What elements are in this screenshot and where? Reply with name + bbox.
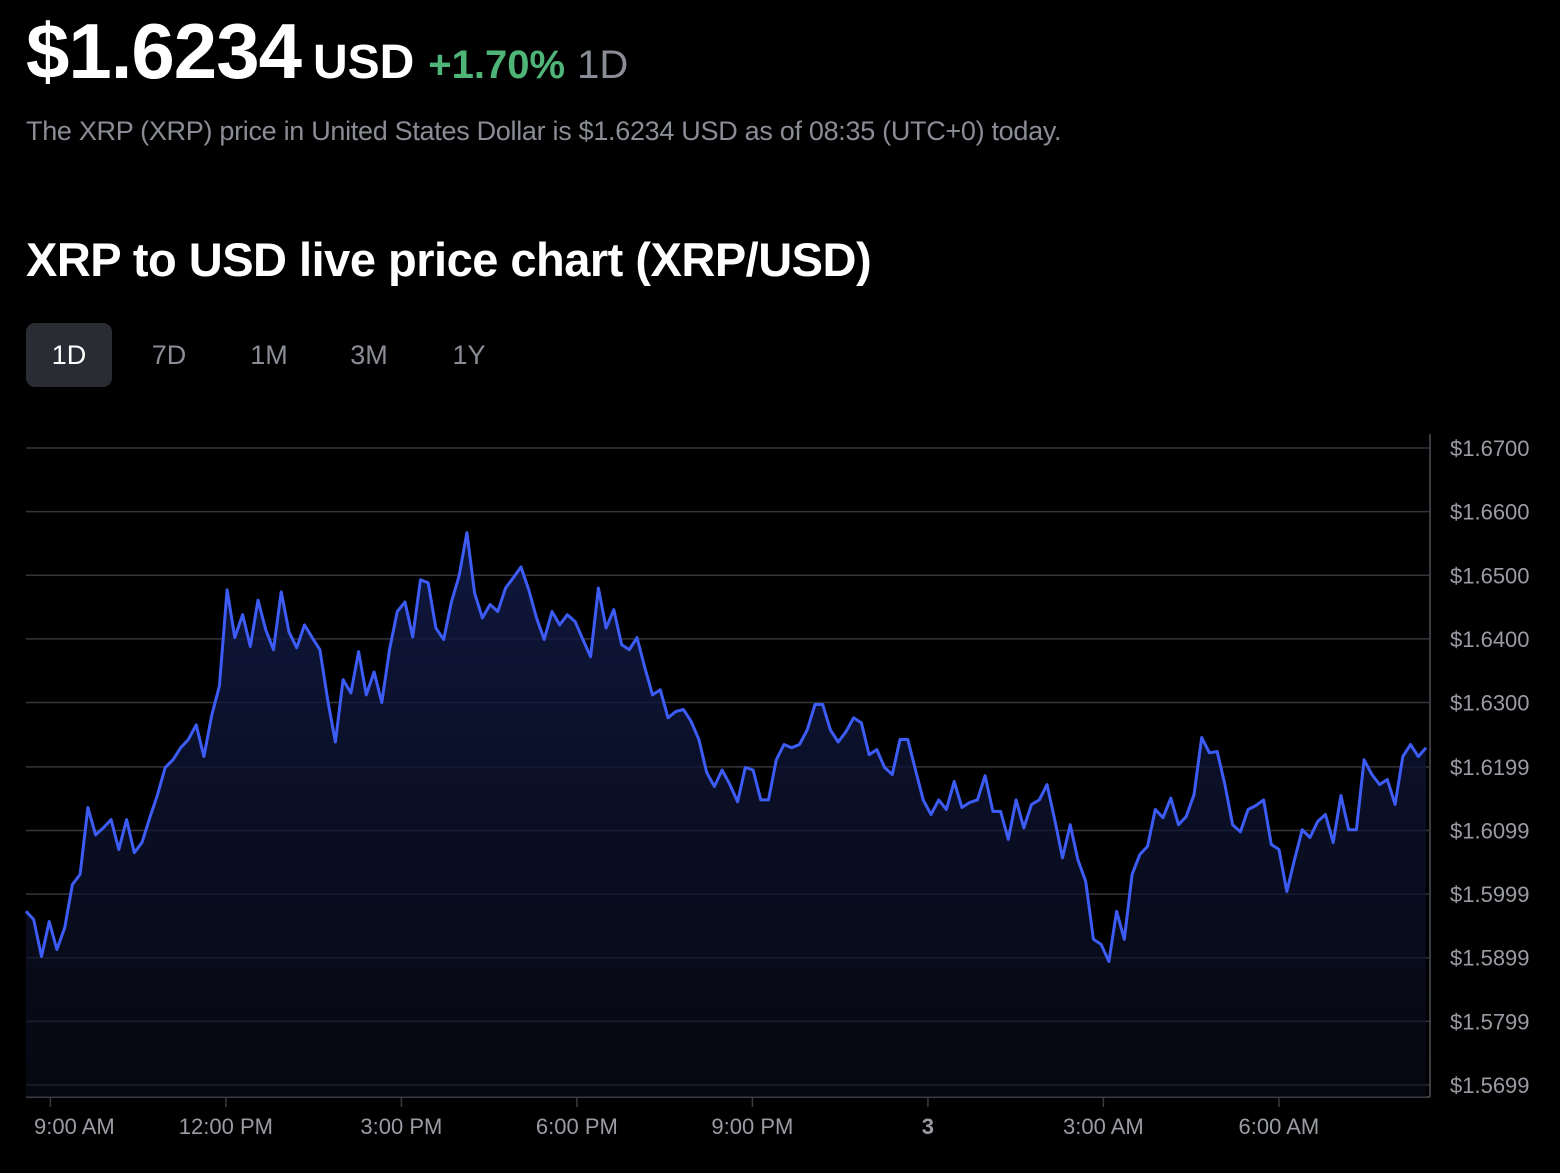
y-tick-label: $1.5699 xyxy=(1450,1073,1530,1098)
y-tick-label: $1.6500 xyxy=(1450,563,1530,588)
y-tick-label: $1.5999 xyxy=(1450,882,1530,907)
x-tick-label: 9:00 PM xyxy=(711,1114,793,1139)
y-tick-label: $1.6700 xyxy=(1450,436,1530,461)
tab-3m[interactable]: 3M xyxy=(350,339,388,370)
y-tick-label: $1.5899 xyxy=(1450,946,1530,971)
y-tick-label: $1.6300 xyxy=(1450,691,1530,716)
y-tick-label: $1.5799 xyxy=(1450,1009,1530,1034)
tab-1d[interactable]: 1D xyxy=(26,323,112,387)
tab-7d[interactable]: 7D xyxy=(151,339,187,370)
y-axis: $1.6700 $1.6600 $1.6500 $1.6400 $1.6300 … xyxy=(1450,436,1530,1098)
x-tick-label: 3:00 AM xyxy=(1063,1114,1144,1139)
currency-label: USD xyxy=(312,36,415,89)
range-tabs: 1D 7D 1M 3M 1Y xyxy=(26,323,526,387)
change-period: 1D xyxy=(577,43,629,87)
x-tick-label: 3:00 PM xyxy=(360,1114,442,1139)
tab-1m[interactable]: 1M xyxy=(250,339,288,370)
current-price: $1.6234 xyxy=(26,7,302,95)
x-axis: 9:00 AM 12:00 PM 3:00 PM 6:00 PM 9:00 PM… xyxy=(34,1114,1319,1139)
price-description: The XRP (XRP) price in United States Dol… xyxy=(26,116,1062,146)
x-tick-label: 12:00 PM xyxy=(179,1114,273,1139)
tab-1y[interactable]: 1Y xyxy=(452,339,486,370)
y-tick-label: $1.6400 xyxy=(1450,627,1530,652)
price-change: +1.70% xyxy=(428,43,566,87)
area-fill xyxy=(26,532,1426,1097)
plot-area xyxy=(24,531,1428,1097)
y-tick-label: $1.6199 xyxy=(1450,755,1530,780)
x-tick-label: 3 xyxy=(922,1114,934,1139)
x-tick-label: 9:00 AM xyxy=(34,1114,115,1139)
x-tick-label: 6:00 AM xyxy=(1239,1114,1320,1139)
price-line xyxy=(24,531,1428,963)
y-tick-label: $1.6600 xyxy=(1450,500,1530,525)
y-tick-label: $1.6099 xyxy=(1450,818,1530,843)
price-header: $1.6234 USD +1.70% 1D xyxy=(26,6,628,97)
x-tick-label: 6:00 PM xyxy=(536,1114,618,1139)
chart-title: XRP to USD live price chart (XRP/USD) xyxy=(26,233,872,286)
